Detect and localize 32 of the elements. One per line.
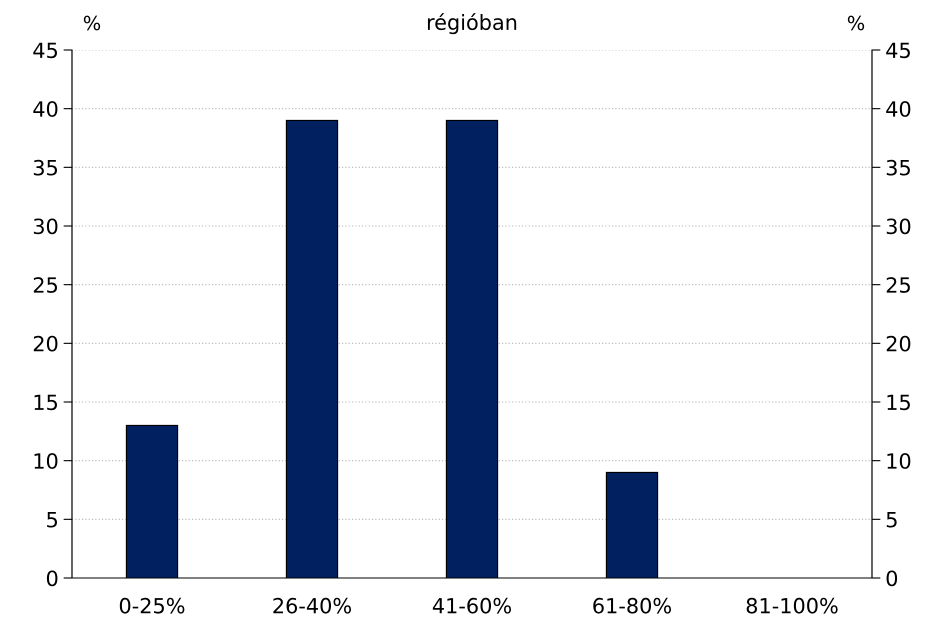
y-tick-label: 10	[34, 453, 58, 469]
y2-axis-title: %	[848, 16, 864, 30]
y-tick-label: 30	[34, 218, 58, 234]
y-tick-label: 20	[34, 336, 58, 352]
bar	[606, 472, 658, 578]
y-tick-label: 35	[34, 160, 57, 176]
bar	[286, 120, 338, 578]
x-tick-label: 0-25%	[120, 598, 184, 614]
y-tick-label: 15	[34, 394, 57, 410]
x-tick-label: 41-60%	[432, 598, 512, 614]
x-tick-label: 81-100%	[746, 598, 838, 614]
y-tick-label: 0	[46, 570, 58, 586]
y-tick-label: 5	[47, 512, 57, 528]
y-tick-label: 25	[34, 277, 57, 293]
y2-tick-label: 45	[886, 42, 910, 58]
y2-tick-label: 25	[886, 277, 910, 293]
y2-tick-label: 40	[886, 101, 910, 117]
y2-tick-label: 35	[886, 160, 910, 176]
y2-tick-label: 10	[887, 453, 910, 469]
y-tick-label: 40	[33, 101, 58, 117]
chart-title: régióban	[428, 13, 516, 34]
x-tick-label: 26-40%	[273, 598, 352, 614]
y2-tick-label: 20	[886, 336, 910, 352]
y2-tick-label: 0	[886, 570, 898, 586]
bar	[126, 424, 178, 578]
y2-tick-label: 15	[887, 394, 910, 410]
x-tick-label: 61-80%	[593, 598, 672, 614]
y-tick-label: 45	[33, 42, 57, 58]
bar	[446, 120, 498, 578]
y2-tick-label: 5	[886, 512, 897, 528]
y-axis-title: %	[84, 16, 100, 30]
y2-tick-label: 30	[886, 218, 910, 234]
